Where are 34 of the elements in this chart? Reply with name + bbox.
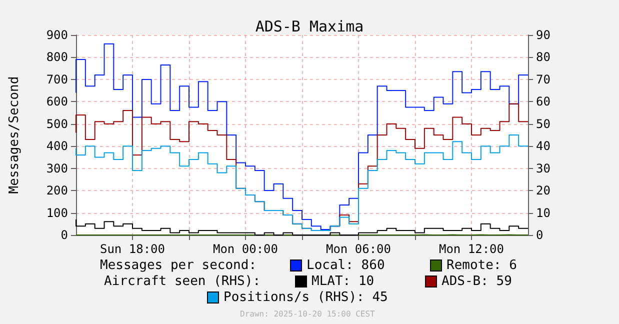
legend-label: MLAT: 10	[312, 274, 374, 289]
y2-tick-label: 10	[536, 206, 550, 220]
y2-tick-label: 20	[536, 184, 550, 198]
y-tick-label: 700	[46, 72, 68, 86]
x-tick-label: Mon 12:00	[438, 242, 504, 256]
y-axis-title: Messages/Second	[7, 76, 22, 194]
y2-tick-label: 30	[536, 161, 550, 176]
text: Messages per second:	[100, 258, 257, 273]
y-tick-label: 800	[46, 50, 68, 64]
x-tick-label: Mon 06:00	[326, 242, 392, 256]
y2-tick-label: 90	[536, 28, 550, 42]
text: Drawn: 2025-10-20 15:00 CEST	[240, 310, 376, 318]
x-tick-label: Mon 00:00	[212, 242, 278, 256]
y-tick-label: 500	[46, 116, 68, 131]
y-tick-label: 300	[46, 161, 68, 176]
legend-label: ADS-B: 59	[442, 274, 512, 289]
legend-label: Remote: 6	[446, 258, 517, 273]
y2-tick-label: 80	[536, 50, 550, 64]
y-tick-label: 0	[60, 228, 68, 242]
y2-tick-label: 70	[536, 72, 550, 86]
y2-tick-label: 0	[536, 228, 544, 242]
legend-label: Local: 860	[306, 258, 385, 273]
y-tick-label: 100	[46, 206, 68, 220]
y2-tick-label: 60	[536, 94, 550, 109]
y-tick-label: 600	[46, 94, 68, 109]
legend-label: Positions/s (RHS): 45	[224, 290, 388, 305]
x-tick-label: Sun 18:00	[100, 242, 166, 256]
y-tick-label: 200	[46, 184, 68, 198]
y2-tick-label: 50	[536, 116, 550, 131]
text: Aircraft seen (RHS):	[104, 274, 261, 289]
y-tick-label: 400	[46, 139, 68, 154]
y2-tick-label: 40	[536, 139, 550, 154]
y-tick-label: 900	[46, 28, 68, 42]
chart-title: ADS-B Maxima	[255, 18, 364, 36]
